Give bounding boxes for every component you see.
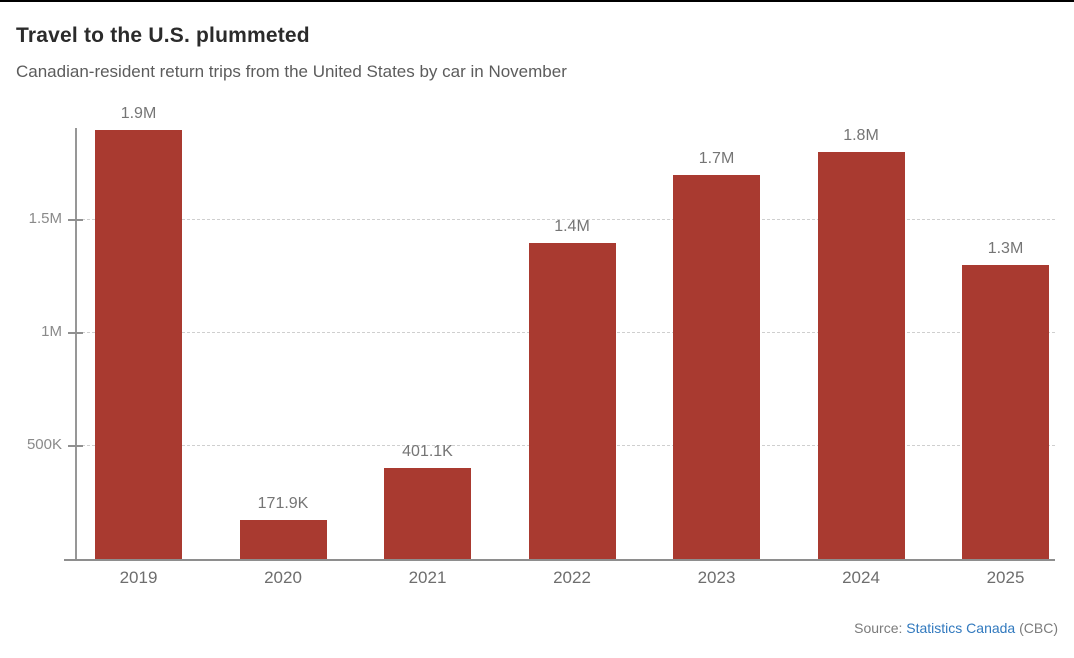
bar-value-label-2022: 1.4M (554, 217, 590, 235)
x-axis-label-2020: 2020 (264, 568, 302, 587)
bar-value-label-2025: 1.3M (987, 240, 1024, 258)
y-axis-label-1-5m: 1.5M (28, 210, 62, 228)
bar-value-label-2019: 1.9M (120, 104, 157, 122)
bar-value-label-2023: 1.7M (698, 149, 735, 167)
bar-value-label-2021: 401.1K (402, 443, 453, 461)
bar-2025 (962, 265, 1049, 559)
y-axis-tick-500k (68, 445, 83, 448)
top-border-rule (0, 0, 1074, 2)
x-axis-label-2019: 2019 (119, 568, 158, 587)
gridline-1-5m (77, 219, 1055, 221)
x-axis-label-2024: 2024 (842, 568, 880, 587)
y-axis-label-500k: 500K (26, 436, 62, 454)
source-prefix: Source: (854, 620, 903, 636)
y-axis-label-1m: 1M (41, 323, 62, 341)
bar-2021 (384, 468, 471, 559)
bar-2022 (528, 242, 616, 559)
source-attribution: Source: Statistics Canada (CBC) (854, 620, 1058, 636)
chart-title: Travel to the U.S. plummeted (16, 24, 310, 47)
chart-header: Travel to the U.S. plummeted Canadian-re… (16, 24, 1058, 82)
bar-2020 (239, 520, 327, 559)
y-axis-tick-1m (68, 332, 83, 335)
bar-value-label-2024: 1.8M (843, 127, 879, 145)
x-axis-baseline-extension (64, 559, 77, 561)
bar-value-label-2020: 171.9K (257, 495, 309, 513)
x-axis-label-2025: 2025 (986, 568, 1025, 587)
bar-2019 (95, 129, 182, 559)
bar-2024 (817, 152, 905, 559)
x-axis-label-2021: 2021 (408, 568, 447, 587)
source-suffix: (CBC) (1019, 620, 1058, 636)
chart-subtitle: Canadian-resident return trips from the … (16, 62, 567, 81)
bar-2023 (673, 174, 760, 559)
y-axis-tick-1-5m (68, 219, 83, 222)
plot-area: 500K 1M 1.5M 1.9M 2019 171.9K 2020 401.1K 2021 1.… (27, 105, 1055, 586)
source-link[interactable]: Statistics Canada (906, 620, 1016, 636)
x-axis-label-2023: 2023 (697, 568, 736, 587)
x-axis-label-2022: 2022 (553, 568, 591, 587)
